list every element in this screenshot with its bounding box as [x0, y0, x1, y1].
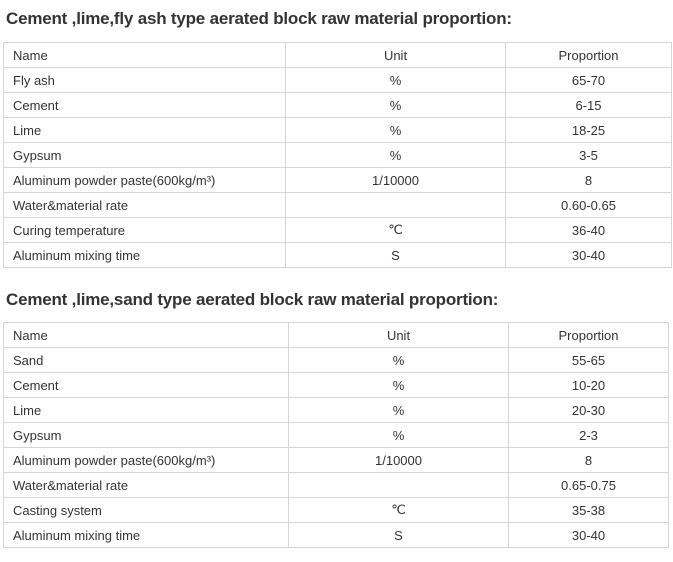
table-row: Water&material rate 0.65-0.75	[3, 472, 669, 498]
section-title: Cement ,lime,sand type aerated block raw…	[6, 290, 499, 309]
proportion-cell: Proportion	[508, 322, 669, 348]
proportion-cell: 8	[508, 447, 669, 473]
name-cell: Name	[3, 322, 289, 348]
table-row: Lime% 20-30	[3, 397, 669, 423]
fly-ash-proportion-table: Name Unit Proportion Fly ash% 65-70 Cement% 6-…	[3, 42, 672, 268]
name-cell: Aluminum mixing time	[3, 522, 289, 548]
proportion-cell: 18-25	[505, 117, 672, 143]
table-row: Water&material rate 0.60-0.65	[3, 192, 672, 218]
table-row: Lime% 18-25	[3, 117, 672, 143]
unit-cell: %	[285, 67, 506, 93]
unit-cell: %	[285, 142, 506, 168]
unit-cell	[288, 472, 509, 498]
unit-cell	[285, 192, 506, 218]
unit-cell: ℃	[288, 497, 509, 523]
unit-cell: %	[288, 397, 509, 423]
name-cell: Lime	[3, 397, 289, 423]
table-row: Cement% 6-15	[3, 92, 672, 118]
proportion-cell: Proportion	[505, 42, 672, 68]
name-cell: Water&material rate	[3, 472, 289, 498]
proportion-cell: 2-3	[508, 422, 669, 448]
unit-cell: ℃	[285, 217, 506, 243]
proportion-cell: 35-38	[508, 497, 669, 523]
unit-cell: 1/10000	[288, 447, 509, 473]
proportion-cell: 10-20	[508, 372, 669, 398]
name-cell: Water&material rate	[3, 192, 286, 218]
proportion-cell: 20-30	[508, 397, 669, 423]
name-cell: Fly ash	[3, 67, 286, 93]
name-cell: Cement	[3, 372, 289, 398]
name-cell: Name	[3, 42, 286, 68]
unit-cell: %	[288, 422, 509, 448]
unit-cell: Unit	[285, 42, 506, 68]
unit-cell: %	[285, 117, 506, 143]
proportion-cell: 0.65-0.75	[508, 472, 669, 498]
proportion-cell: 30-40	[508, 522, 669, 548]
proportion-cell: 30-40	[505, 242, 672, 268]
table-row: Aluminum powder paste(600kg/m³) 1/10000 8	[3, 167, 672, 193]
table-row: Curing temperature ℃ 36-40	[3, 217, 672, 243]
table-row: Gypsum% 2-3	[3, 422, 669, 448]
proportion-cell: 3-5	[505, 142, 672, 168]
proportion-cell: 55-65	[508, 347, 669, 373]
unit-cell: S	[285, 242, 506, 268]
table-row: Gypsum% 3-5	[3, 142, 672, 168]
unit-cell: 1/10000	[285, 167, 506, 193]
sand-proportion-table: Name Unit Proportion Sand% 55-65 Cement% 10-20…	[3, 322, 669, 548]
proportion-cell: 65-70	[505, 67, 672, 93]
name-cell: Aluminum powder paste(600kg/m³)	[3, 167, 286, 193]
unit-cell: Unit	[288, 322, 509, 348]
table-row: Casting system ℃ 35-38	[3, 497, 669, 523]
unit-cell: S	[288, 522, 509, 548]
unit-cell: %	[285, 92, 506, 118]
unit-cell: %	[288, 347, 509, 373]
name-cell: Gypsum	[3, 142, 286, 168]
table-row: Fly ash% 65-70	[3, 67, 672, 93]
name-cell: Lime	[3, 117, 286, 143]
header-row: Name Unit Proportion	[3, 322, 669, 348]
table-row: Aluminum powder paste(600kg/m³) 1/10000 8	[3, 447, 669, 473]
name-cell: Cement	[3, 92, 286, 118]
table-row: Cement% 10-20	[3, 372, 669, 398]
name-cell: Aluminum mixing time	[3, 242, 286, 268]
name-cell: Casting system	[3, 497, 289, 523]
header-row: Name Unit Proportion	[3, 42, 672, 68]
proportion-cell: 0.60-0.65	[505, 192, 672, 218]
table-row: Aluminum mixing time S 30-40	[3, 242, 672, 268]
section-title: Cement ,lime,fly ash type aerated block …	[6, 9, 512, 28]
table-row: Sand% 55-65	[3, 347, 669, 373]
name-cell: Curing temperature	[3, 217, 286, 243]
name-cell: Gypsum	[3, 422, 289, 448]
name-cell: Aluminum powder paste(600kg/m³)	[3, 447, 289, 473]
table-row: Aluminum mixing time S 30-40	[3, 522, 669, 548]
name-cell: Sand	[3, 347, 289, 373]
unit-cell: %	[288, 372, 509, 398]
proportion-cell: 8	[505, 167, 672, 193]
proportion-cell: 36-40	[505, 217, 672, 243]
proportion-cell: 6-15	[505, 92, 672, 118]
